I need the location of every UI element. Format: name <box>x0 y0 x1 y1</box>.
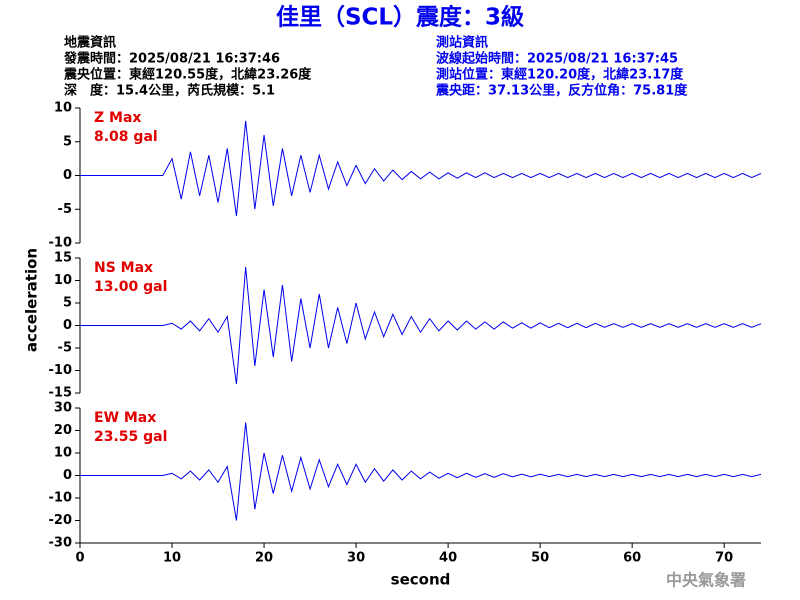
info-left: 發震時間：2025/08/21 16:37:46 <box>63 51 280 67</box>
info-right: 測站位置：東經120.20度，北緯23.17度 <box>436 67 684 83</box>
annotation: NS Max <box>94 260 153 276</box>
waveform <box>80 422 762 521</box>
y-tick-label: 5 <box>63 296 72 311</box>
y-tick-label: -10 <box>49 236 73 251</box>
x-tick-label: 60 <box>623 551 641 566</box>
y-tick-label: 5 <box>63 134 72 149</box>
y-tick-label: 10 <box>54 101 72 116</box>
annotation: Z Max <box>94 110 141 126</box>
waveform <box>80 266 762 385</box>
y-tick-label: 20 <box>54 423 72 438</box>
info-left: 地震資訊 <box>64 35 116 51</box>
x-tick-label: 0 <box>75 551 84 566</box>
y-tick-label: 0 <box>63 168 72 183</box>
x-tick-label: 40 <box>439 551 457 566</box>
y-tick-label: -15 <box>49 386 73 401</box>
annotation: 23.55 gal <box>94 429 167 445</box>
annotation: 13.00 gal <box>94 279 167 295</box>
info-right: 波線起始時間：2025/08/21 16:37:45 <box>436 51 678 67</box>
annotation: EW Max <box>94 410 156 426</box>
info-left: 震央位置：東經120.55度，北緯23.26度 <box>63 67 312 83</box>
waveform <box>80 120 762 217</box>
y-tick-label: 30 <box>54 401 72 416</box>
y-tick-label: -30 <box>49 536 73 551</box>
y-tick-label: 0 <box>63 468 72 483</box>
y-tick-label: -5 <box>58 341 72 356</box>
x-tick-label: 10 <box>163 551 181 566</box>
y-tick-label: -5 <box>58 202 72 217</box>
y-tick-label: 0 <box>63 318 72 333</box>
y-axis-label: acceleration <box>23 248 41 352</box>
y-tick-label: 15 <box>54 251 72 266</box>
info-right: 震央距：37.13公里，反方位角：75.81度 <box>435 83 688 99</box>
y-tick-label: -20 <box>49 513 73 528</box>
annotation: 8.08 gal <box>94 129 158 145</box>
y-tick-label: 10 <box>54 273 72 288</box>
chart-title: 佳里（SCL）震度：3級 <box>276 4 524 31</box>
info-left: 深 度：15.4公里，芮氏規模：5.1 <box>64 83 275 99</box>
y-tick-label: 10 <box>54 446 72 461</box>
y-tick-label: -10 <box>49 363 73 378</box>
y-tick-label: -10 <box>49 491 73 506</box>
x-tick-label: 20 <box>255 551 273 566</box>
footer: 中央氣象署 <box>666 571 746 590</box>
x-axis-label: second <box>391 571 451 589</box>
x-tick-label: 50 <box>531 551 549 566</box>
x-tick-label: 70 <box>715 551 733 566</box>
info-right: 測站資訊 <box>436 35 488 51</box>
x-tick-label: 30 <box>347 551 365 566</box>
